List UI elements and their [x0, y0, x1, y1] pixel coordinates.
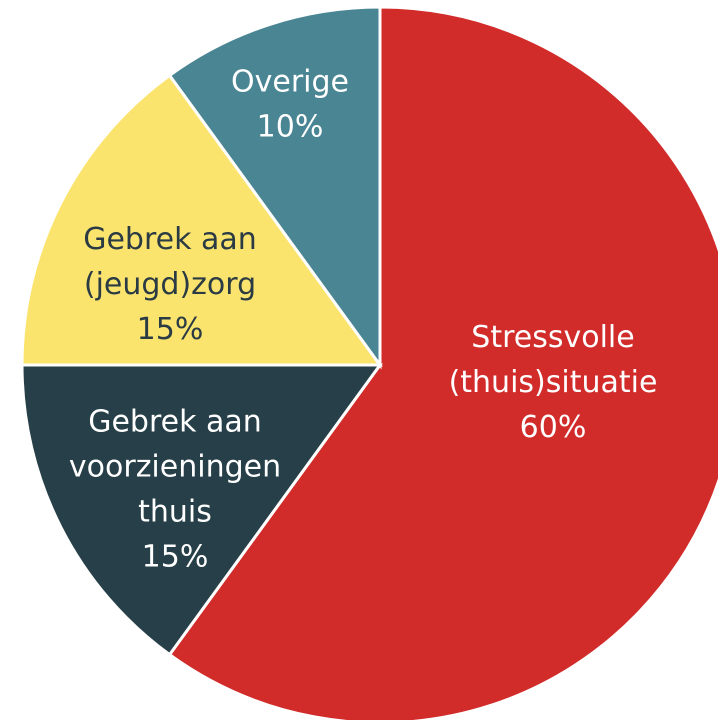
value-label: 15% — [137, 312, 204, 347]
slice-label: Overige 10% — [231, 64, 349, 144]
slice-label: Stressvolle (thuis)situatie 60% — [449, 320, 658, 445]
category-label: voorzieningen — [69, 449, 281, 484]
pie-slice — [20, 73, 383, 367]
slice-label: Gebrek aan (jeugd)zorg 15% — [83, 222, 257, 347]
category-label: Overige — [231, 64, 349, 99]
category-label: Stressvolle — [471, 320, 634, 355]
value-label: 15% — [142, 539, 209, 574]
pie-slice — [20, 363, 383, 657]
category-label: thuis — [138, 494, 212, 529]
slice-label: Gebrek aan voorzieningen thuis 15% — [69, 404, 281, 574]
category-label: Gebrek aan — [88, 404, 262, 439]
pie-slice — [167, 5, 382, 370]
value-label: 60% — [520, 410, 587, 445]
category-label: (jeugd)zorg — [84, 267, 256, 302]
category-label: (thuis)situatie — [449, 365, 658, 400]
value-label: 10% — [257, 109, 324, 144]
pie-slice — [167, 5, 718, 720]
category-label: Gebrek aan — [83, 222, 257, 257]
